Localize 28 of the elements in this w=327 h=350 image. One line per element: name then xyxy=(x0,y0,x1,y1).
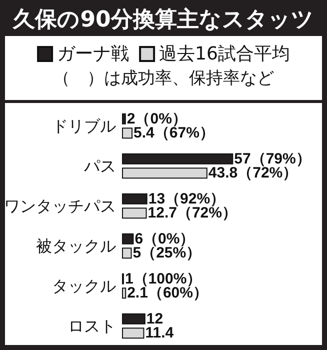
bar xyxy=(122,128,133,139)
y-tick-label: タックル xyxy=(52,276,116,296)
bar xyxy=(122,233,134,244)
y-tick-label: ロスト xyxy=(68,316,116,336)
bar xyxy=(122,328,144,339)
data-label: 6（0%） xyxy=(134,230,195,248)
bar xyxy=(122,168,208,179)
y-tick-label: パス xyxy=(83,156,116,176)
bar xyxy=(122,193,148,204)
chart-title: 久保の90分換算主なスタッツ xyxy=(12,6,314,32)
y-tick-label: ワンタッチパス xyxy=(4,196,116,216)
data-label: 12 xyxy=(146,310,164,328)
y-tick-label: 被タックル xyxy=(36,236,116,256)
legend-label: ガーナ戦 xyxy=(57,44,130,64)
bar xyxy=(122,248,132,259)
text: （ ）は成功率、保持率など xyxy=(53,68,274,88)
y-tick-label: ドリブル xyxy=(52,116,116,136)
bar xyxy=(122,288,126,299)
data-label: 11.4 xyxy=(145,324,174,342)
data-label: 13（92%） xyxy=(148,190,226,208)
bar xyxy=(122,153,234,164)
data-label: 1（100%） xyxy=(124,270,202,288)
bar xyxy=(122,313,146,324)
data-label: 57（79%） xyxy=(234,150,311,168)
legend-label: 過去16試合平均 xyxy=(159,44,290,64)
bar xyxy=(122,113,126,124)
data-label: 2（0%） xyxy=(126,110,187,128)
bar xyxy=(122,208,147,219)
